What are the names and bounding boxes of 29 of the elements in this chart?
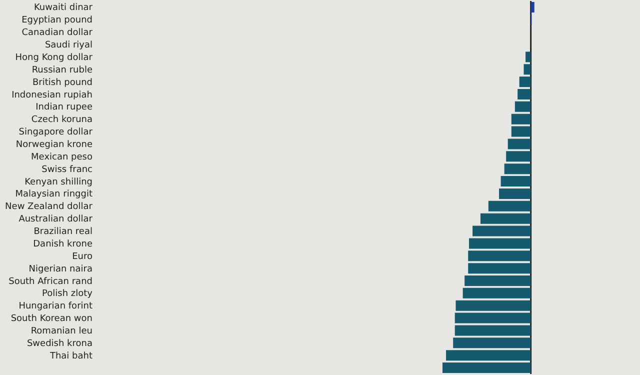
y-tick-label: Kenyan shilling	[24, 177, 92, 188]
y-tick-label: Malaysian ringgit	[15, 190, 93, 200]
y-tick-label: Australian dollar	[18, 214, 93, 225]
y-tick-label: Romanian leu	[30, 326, 92, 336]
y-tick-label: Swiss franc	[42, 164, 93, 175]
y-tick-label: New Zealand dollar	[5, 202, 93, 212]
y-tick-label: Hong Kong dollar	[15, 52, 93, 63]
y-tick-label: Indonesian rupiah	[12, 90, 92, 100]
y-tick-label: South African rand	[8, 276, 92, 287]
y-tick-label: Saudi riyal	[44, 40, 92, 51]
y-tick-label: British pound	[32, 78, 92, 88]
y-tick-label: Swedish krona	[26, 338, 92, 349]
y-tick-label: Euro	[72, 252, 93, 262]
y-tick-label: Thai baht	[48, 351, 93, 362]
y-tick-label: Canadian dollar	[22, 28, 93, 38]
y-tick-label: Danish krone	[33, 239, 93, 250]
y-tick-label: Kuwaiti dinar	[34, 3, 93, 14]
y-tick-label: Brazilian real	[34, 227, 92, 238]
y-tick-label: Mexican peso	[31, 152, 93, 162]
y-tick-label: Norwegian krone	[16, 140, 93, 150]
y-tick-label: Singapore dollar	[18, 128, 93, 138]
y-tick-label: Russian ruble	[32, 65, 93, 76]
y-tick-label: Egyptian pound	[22, 16, 92, 26]
y-tick-label: Nigerian naira	[28, 264, 92, 274]
y-tick-label: Hungarian forint	[18, 302, 93, 312]
y-tick-label: South Korean won	[10, 314, 92, 324]
y-tick-label: Polish zloty	[42, 289, 94, 300]
y-tick-label: Czech koruna	[31, 115, 92, 126]
y-tick-label: Indian rupee	[36, 102, 93, 113]
